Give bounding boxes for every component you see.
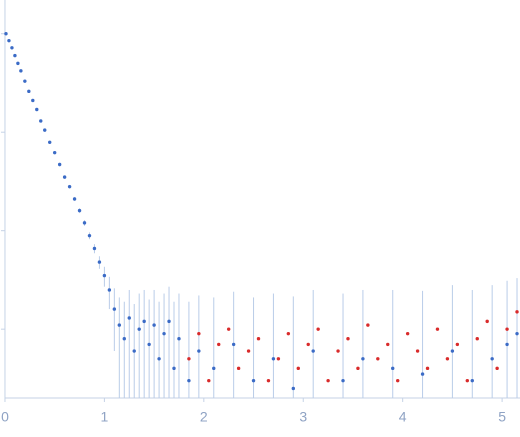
point [236, 366, 241, 371]
point [445, 357, 450, 361]
point [187, 357, 191, 361]
point [16, 61, 20, 66]
point [7, 38, 11, 43]
point [495, 366, 499, 371]
point [470, 378, 474, 383]
point [420, 372, 425, 376]
point [286, 331, 291, 336]
point [23, 79, 27, 83]
point [361, 357, 365, 361]
point [515, 331, 519, 336]
point [291, 386, 296, 391]
point [142, 319, 146, 324]
x-tick-label: 5 [498, 409, 506, 425]
point [391, 366, 395, 371]
point [57, 162, 62, 167]
point [266, 378, 271, 383]
point [505, 327, 509, 331]
point [326, 378, 330, 383]
point [152, 323, 156, 327]
point [137, 327, 141, 331]
point [162, 331, 166, 336]
x-tick-label: 1 [100, 409, 108, 425]
point [27, 89, 31, 94]
point [52, 150, 57, 155]
point [465, 378, 470, 383]
point [246, 349, 251, 353]
point [231, 342, 236, 347]
point [485, 319, 489, 324]
point [107, 288, 112, 292]
point [19, 69, 23, 73]
point [405, 331, 410, 336]
point [256, 337, 261, 341]
point [450, 349, 455, 353]
point [396, 378, 400, 383]
x-tick-label: 2 [200, 409, 208, 425]
point [455, 342, 460, 347]
point [77, 208, 82, 213]
point [346, 337, 350, 341]
point [10, 46, 14, 50]
point [356, 366, 360, 371]
point [435, 327, 440, 331]
point [177, 337, 181, 341]
point [376, 357, 380, 361]
point [167, 319, 171, 324]
point [515, 310, 519, 314]
point [172, 366, 176, 371]
x-tick-label: 0 [1, 409, 9, 425]
point [97, 260, 102, 264]
point [112, 307, 117, 311]
point [35, 107, 39, 112]
point [311, 349, 315, 353]
point [13, 53, 17, 58]
point [157, 357, 161, 361]
point [207, 378, 211, 383]
point [4, 32, 8, 36]
point [490, 357, 494, 361]
point [366, 323, 370, 327]
point [505, 342, 509, 347]
point [39, 119, 43, 123]
point [197, 331, 201, 336]
point [217, 342, 221, 347]
point [43, 128, 47, 132]
point [102, 273, 107, 278]
point [386, 342, 390, 347]
point [341, 378, 345, 383]
x-tick-label: 3 [299, 409, 307, 425]
point [226, 327, 231, 331]
point [62, 175, 67, 179]
point [147, 342, 151, 347]
point [187, 378, 191, 383]
point [251, 378, 256, 383]
point [122, 337, 126, 341]
point [415, 349, 420, 353]
point [48, 140, 52, 144]
point [197, 349, 201, 353]
point [132, 349, 136, 353]
point [316, 327, 320, 331]
point [82, 221, 87, 225]
point [296, 366, 300, 371]
point [475, 337, 479, 341]
point [306, 342, 310, 347]
point [271, 357, 276, 361]
point [117, 323, 122, 327]
point [212, 366, 216, 371]
point [31, 98, 35, 103]
point [336, 349, 340, 353]
point [87, 233, 92, 238]
point [72, 197, 77, 201]
point [67, 184, 72, 189]
point [92, 246, 97, 251]
point [127, 316, 131, 320]
point [276, 357, 281, 361]
x-tick-label: 4 [399, 409, 407, 425]
point [425, 366, 430, 371]
